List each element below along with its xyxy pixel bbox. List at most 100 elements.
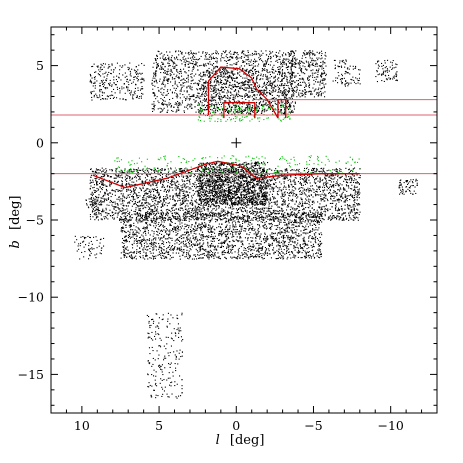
northern-field-stars-point bbox=[94, 76, 96, 78]
northern-field-stars-point bbox=[175, 76, 177, 78]
southern-field-stars-point bbox=[338, 199, 340, 201]
southern-field-stars-point bbox=[180, 168, 182, 170]
northern-field-stars-point bbox=[235, 106, 237, 108]
southern-field-stars-point bbox=[209, 185, 211, 187]
northern-field-stars-point bbox=[209, 81, 211, 83]
northern-field-stars-point bbox=[94, 71, 96, 73]
northern-field-stars-point bbox=[247, 79, 249, 81]
northern-field-stars-point bbox=[341, 82, 343, 84]
southern-field-stars-point bbox=[210, 178, 212, 180]
northern-field-stars-point bbox=[294, 57, 296, 59]
southern-field-stars-point bbox=[161, 211, 163, 213]
southern-field-stars-point bbox=[157, 202, 159, 204]
northern-field-stars-point bbox=[220, 58, 222, 60]
southern-field-stars-point bbox=[182, 215, 184, 217]
southern-field-stars-point bbox=[324, 209, 326, 211]
northern-field-stars-point bbox=[104, 82, 106, 84]
southern-field-stars-point bbox=[137, 197, 139, 199]
northern-field-stars-point bbox=[260, 101, 262, 103]
southern-field-stars-point bbox=[149, 190, 151, 192]
northern-field-stars-point bbox=[162, 62, 164, 64]
southern-field-stars-point bbox=[154, 168, 156, 170]
northern-field-stars-point bbox=[254, 88, 256, 90]
northern-field-stars-point bbox=[221, 67, 223, 69]
northern-field-stars-point bbox=[251, 52, 253, 54]
southern-field-stars-point bbox=[154, 176, 156, 178]
northern-field-stars-point bbox=[287, 72, 289, 74]
northern-field-stars-point bbox=[281, 78, 283, 80]
northern-field-stars-point bbox=[244, 61, 246, 63]
southern-field-stars-point bbox=[96, 182, 98, 184]
southern-field-stars-point bbox=[195, 191, 197, 193]
northern-field-stars-point bbox=[223, 95, 225, 97]
northern-field-stars-point bbox=[203, 88, 205, 90]
northern-field-stars-point bbox=[132, 98, 134, 100]
northern-field-stars-point bbox=[289, 97, 291, 99]
northern-field-stars-point bbox=[123, 83, 125, 85]
northern-field-stars-point bbox=[138, 97, 140, 99]
southern-field-stars-point bbox=[291, 211, 293, 213]
northern-field-stars-point bbox=[103, 66, 105, 68]
southern-field-stars-point bbox=[133, 189, 135, 191]
northern-field-stars-point bbox=[236, 77, 238, 79]
southern-field-stars-point bbox=[93, 184, 95, 186]
northern-field-stars-point bbox=[286, 105, 288, 107]
southern-field-stars-point bbox=[149, 212, 151, 214]
southern-field-stars-point bbox=[308, 212, 310, 214]
southern-field-stars-point bbox=[286, 168, 288, 170]
southern-field-stars-point bbox=[333, 215, 335, 217]
northern-field-stars-point bbox=[221, 57, 223, 59]
northern-field-stars-point bbox=[156, 82, 158, 84]
northern-field-stars-point bbox=[165, 57, 167, 59]
southern-field-stars-point bbox=[199, 207, 201, 209]
northern-field-stars-point bbox=[317, 70, 319, 72]
northern-field-stars-point bbox=[316, 51, 318, 53]
northern-field-stars-point bbox=[189, 86, 191, 88]
southern-field-stars-point bbox=[112, 190, 114, 192]
northern-field-stars-point bbox=[162, 83, 164, 85]
northern-field-stars-point bbox=[168, 60, 170, 62]
northern-field-stars-point bbox=[206, 71, 208, 73]
southern-field-stars-point bbox=[102, 210, 104, 212]
northern-field-stars-point bbox=[321, 57, 323, 59]
southern-field-stars-point bbox=[172, 172, 174, 174]
northern-field-stars-point bbox=[302, 90, 304, 92]
northern-field-stars-point bbox=[240, 65, 242, 67]
northern-field-stars-point bbox=[278, 69, 280, 71]
southern-field-stars-point bbox=[94, 190, 96, 192]
southern-field-stars-point bbox=[96, 187, 98, 189]
southern-field-stars-point bbox=[164, 188, 166, 190]
northern-field-stars-point bbox=[169, 51, 171, 53]
northern-field-stars-point bbox=[240, 110, 242, 112]
northern-field-stars-point bbox=[245, 89, 247, 91]
northern-field-stars-point bbox=[163, 54, 165, 56]
southern-field-stars-point bbox=[94, 219, 96, 221]
southern-field-stars-point bbox=[290, 192, 292, 194]
northern-field-stars-point bbox=[290, 77, 292, 79]
northern-field-stars-point bbox=[231, 106, 233, 108]
northern-field-stars-point bbox=[376, 81, 378, 83]
southern-field-stars-point bbox=[316, 169, 318, 171]
southern-field-stars-point bbox=[236, 216, 238, 218]
southern-field-stars-point bbox=[143, 197, 145, 199]
southern-field-stars-point bbox=[356, 182, 358, 184]
southern-field-stars-point bbox=[152, 209, 154, 211]
southern-field-stars-point bbox=[198, 217, 200, 219]
northern-field-stars-point bbox=[200, 107, 202, 109]
southern-field-stars-point bbox=[145, 200, 147, 202]
northern-field-stars-point bbox=[251, 74, 253, 76]
northern-field-stars-point bbox=[204, 100, 206, 102]
northern-field-stars-point bbox=[135, 66, 137, 68]
southern-field-stars-point bbox=[102, 208, 104, 210]
northern-field-stars-point bbox=[177, 95, 179, 97]
northern-field-stars-point bbox=[323, 71, 325, 73]
northern-field-stars-point bbox=[344, 73, 346, 75]
southern-field-stars-point bbox=[98, 201, 100, 203]
northern-field-stars-point bbox=[185, 106, 187, 108]
southern-field-stars-point bbox=[136, 194, 138, 196]
northern-field-stars-point bbox=[306, 52, 308, 54]
northern-field-stars-point bbox=[275, 51, 277, 53]
southern-field-stars-point bbox=[121, 180, 123, 182]
northern-field-stars-point bbox=[335, 80, 337, 82]
northern-field-stars-point bbox=[339, 62, 341, 64]
